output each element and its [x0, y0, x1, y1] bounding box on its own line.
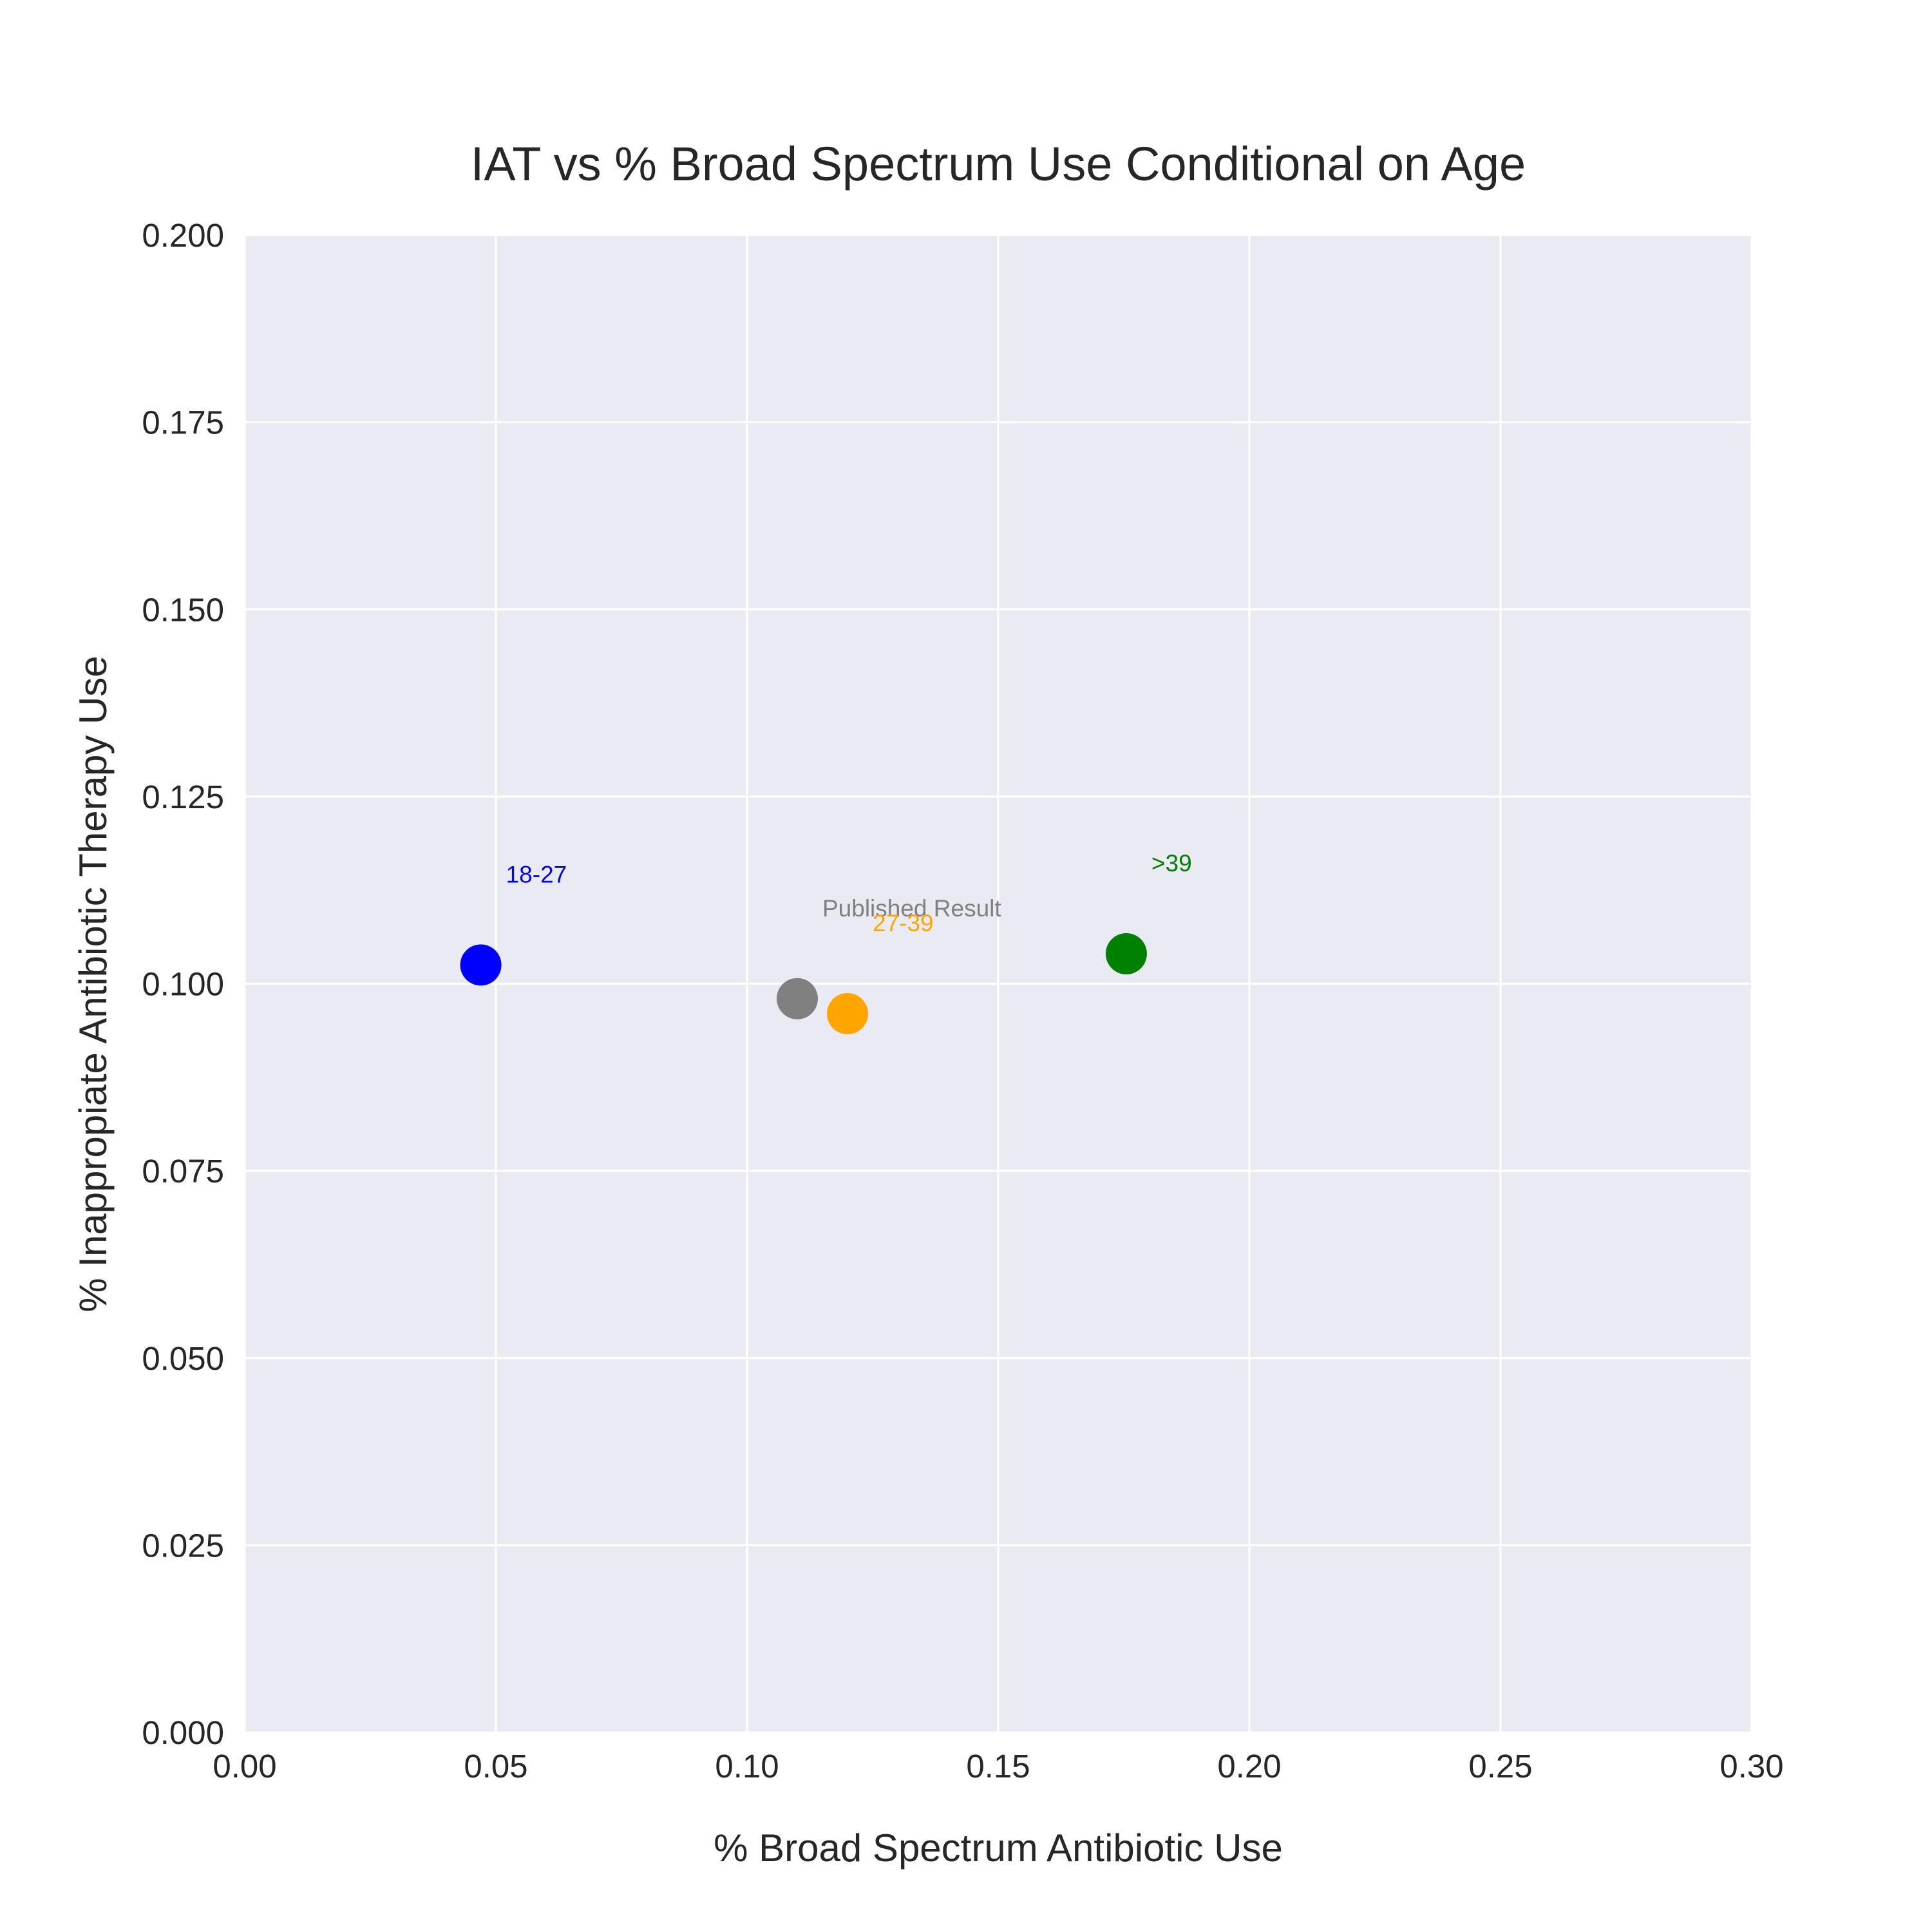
y-tick-label: 0.050	[142, 1340, 224, 1377]
point-label: 27-39	[873, 910, 934, 936]
x-axis-label: % Broad Spectrum Antibiotic Use	[714, 1826, 1283, 1870]
tick-labels: 0.00 0.05 0.10 0.15 0.20 0.25 0.30 0.000 0.025 0.…	[142, 217, 1783, 1785]
y-tick-label: 0.125	[142, 779, 224, 815]
grid-lines	[243, 234, 1753, 1734]
y-tick-label: 0.000	[142, 1714, 224, 1751]
x-tick-label: 0.25	[1468, 1748, 1532, 1785]
x-tick-label: 0.05	[464, 1748, 527, 1785]
data-point	[827, 993, 868, 1034]
x-tick-label: 0.20	[1217, 1748, 1281, 1785]
chart-title: IAT vs % Broad Spectrum Use Conditional …	[471, 137, 1526, 191]
y-tick-label: 0.200	[142, 217, 224, 254]
x-tick-label: 0.10	[715, 1748, 779, 1785]
data-points	[460, 933, 1147, 1034]
point-label: Published Result	[822, 895, 1001, 922]
y-tick-label: 0.100	[142, 966, 224, 1003]
y-axis-label: % Inappropiate Antibiotic Therapy Use	[71, 656, 115, 1312]
data-point	[460, 944, 502, 986]
y-tick-label: 0.175	[142, 404, 224, 441]
x-tick-label: 0.15	[966, 1748, 1030, 1785]
y-tick-label: 0.025	[142, 1527, 224, 1564]
x-tick-label: 0.30	[1719, 1748, 1783, 1785]
y-tick-label: 0.075	[142, 1153, 224, 1189]
point-label: >39	[1151, 850, 1192, 876]
data-point	[1105, 933, 1147, 974]
point-label: 18-27	[506, 862, 567, 888]
y-tick-label: 0.150	[142, 591, 224, 628]
x-tick-label: 0.00	[213, 1748, 276, 1785]
data-point	[777, 978, 818, 1019]
